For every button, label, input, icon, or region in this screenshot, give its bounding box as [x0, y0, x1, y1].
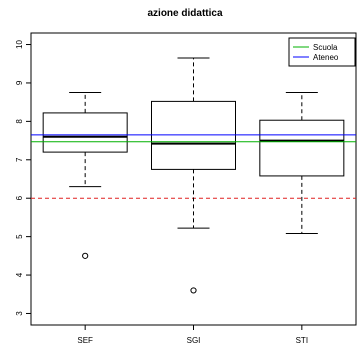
- x-tick-label: SGI: [187, 336, 201, 345]
- y-tick-label: 3: [15, 311, 24, 316]
- chart-title: azione didattica: [147, 8, 222, 19]
- x-tick-label: STI: [296, 336, 308, 345]
- y-tick-label: 8: [15, 119, 24, 124]
- box-sef: [42, 92, 128, 259]
- box-iqr: [259, 119, 345, 177]
- legend-entry: Ateneo: [313, 53, 339, 62]
- box-sti: [259, 92, 345, 235]
- outlier-point: [82, 252, 89, 259]
- legend-box: [288, 37, 356, 67]
- box-iqr: [42, 112, 128, 153]
- y-tick-label: 5: [15, 234, 24, 239]
- y-tick-label: 9: [15, 80, 24, 85]
- y-tick-label: 10: [15, 40, 24, 49]
- x-tick-label: SEF: [77, 336, 93, 345]
- box-sgi: [151, 57, 236, 294]
- y-tick-label: 4: [15, 272, 24, 277]
- box-iqr: [151, 100, 236, 170]
- legend-entry: Scuola: [313, 43, 338, 52]
- plot-area: 3 4 5 6 7 8 9 10 SEF SGI STI: [15, 32, 357, 345]
- y-tick-label: 7: [15, 157, 24, 162]
- outlier-point: [190, 287, 197, 294]
- y-tick-label: 6: [15, 195, 24, 200]
